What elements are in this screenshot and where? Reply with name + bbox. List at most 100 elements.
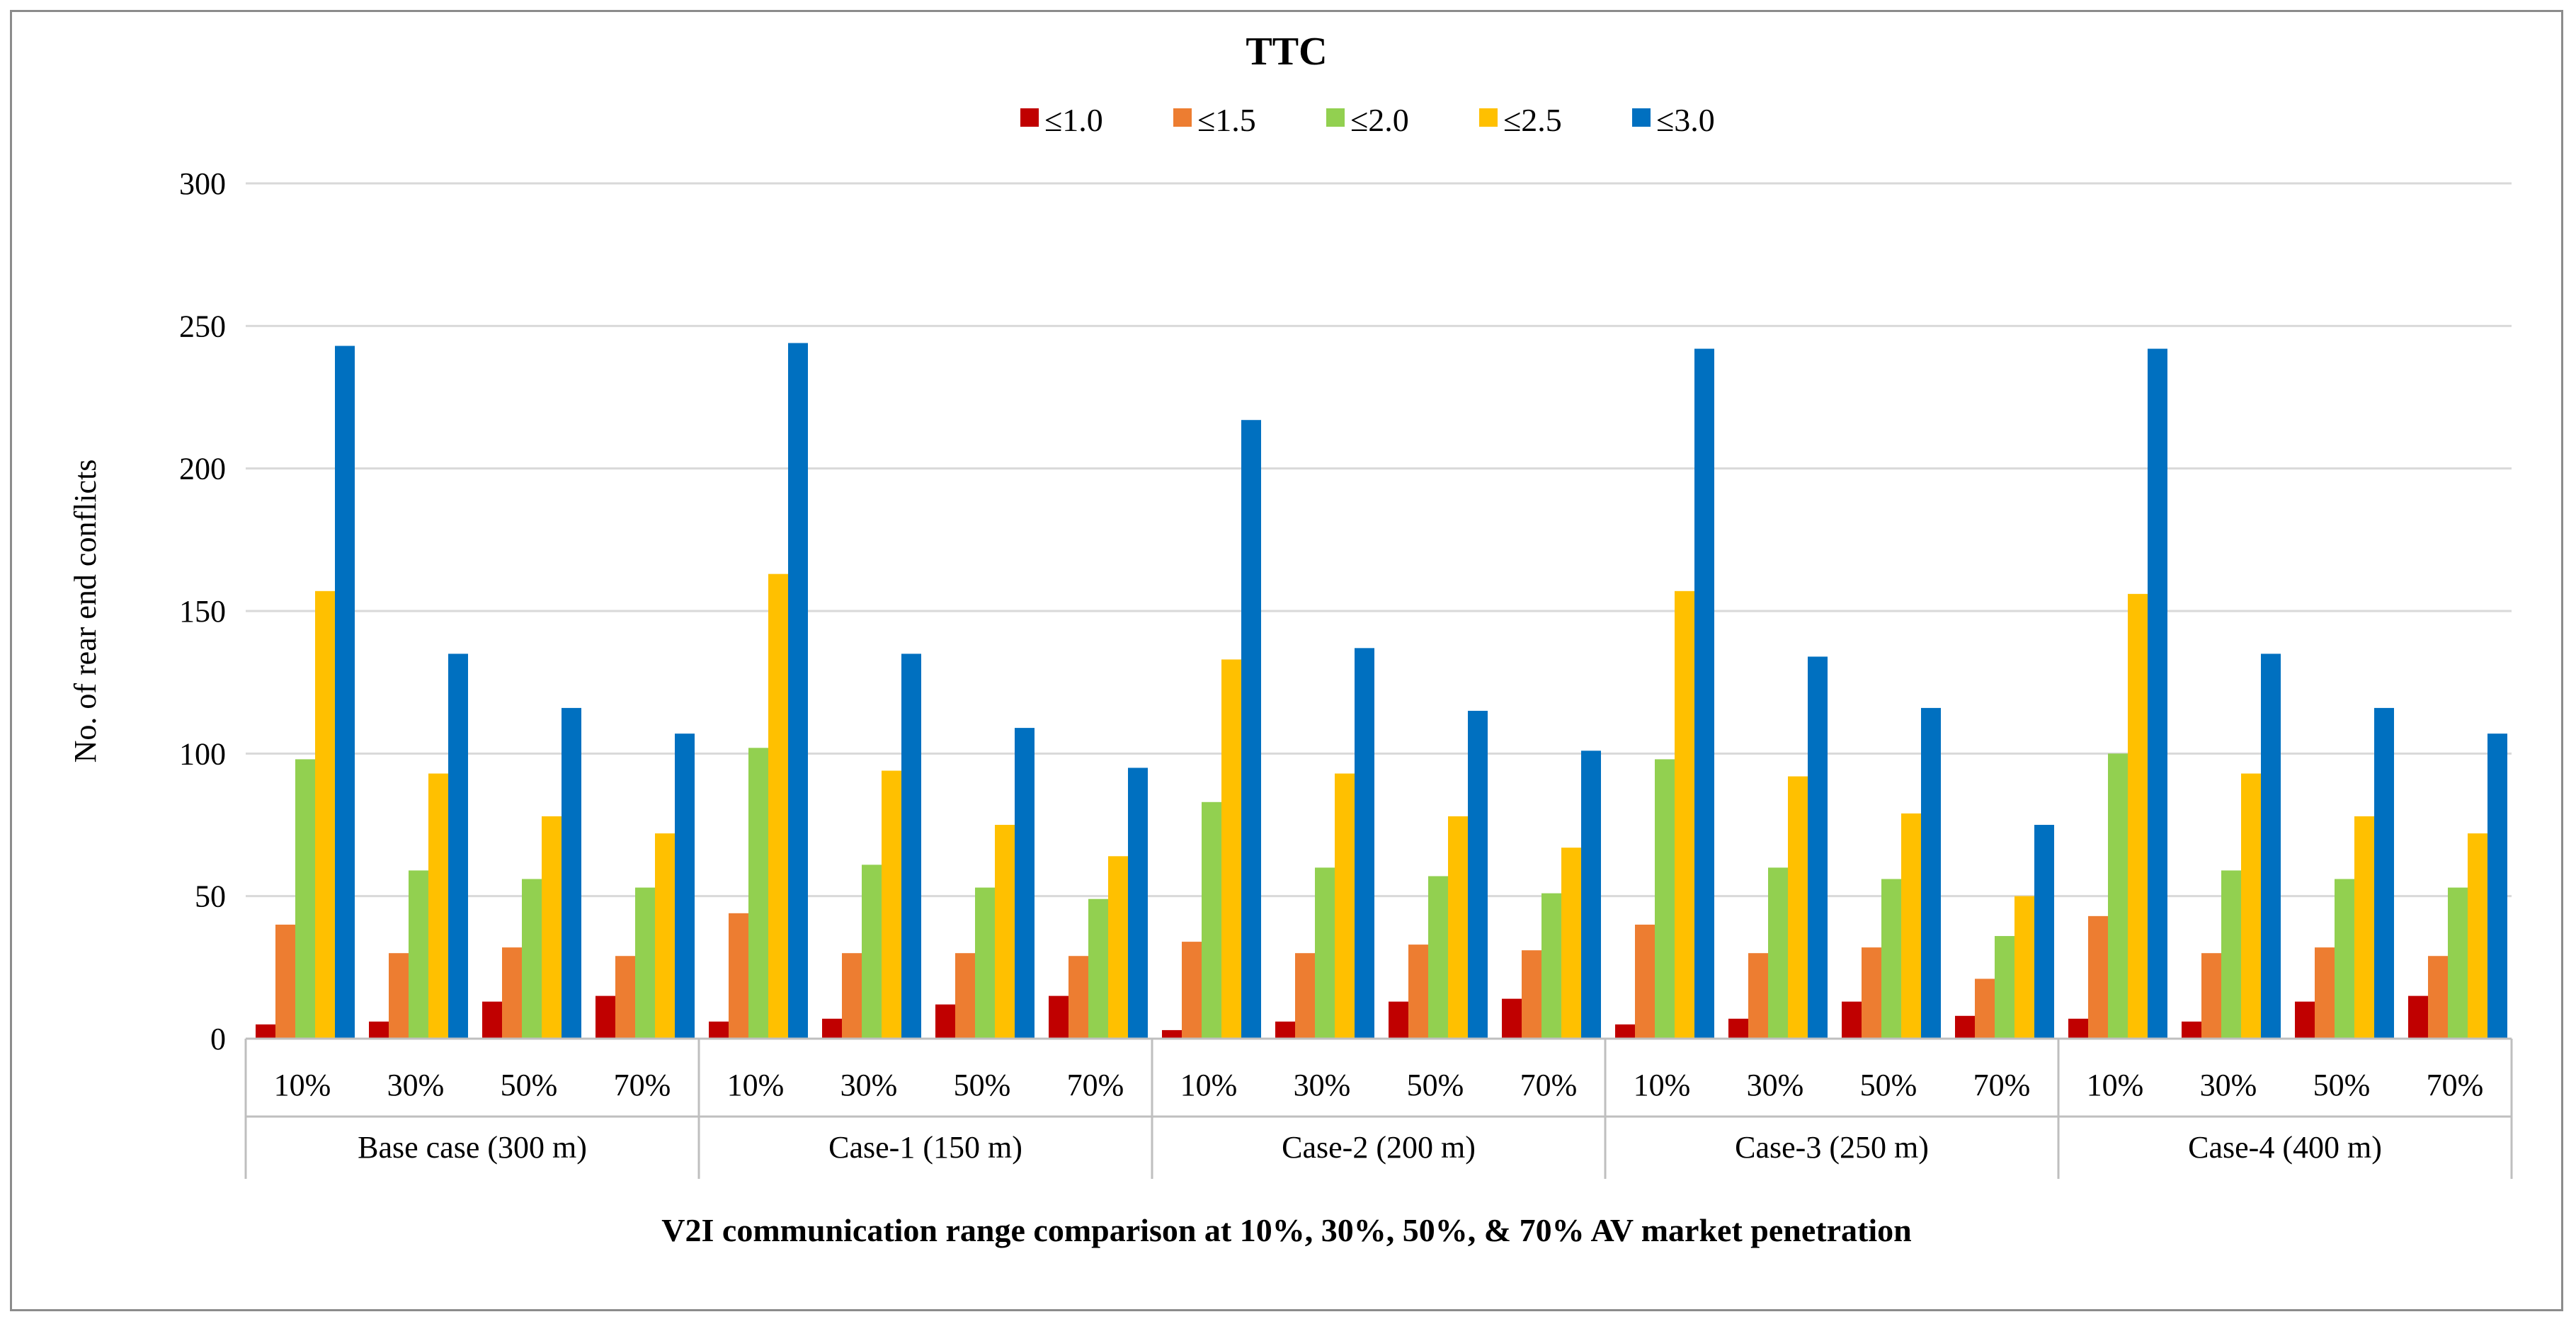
legend-swatch (1326, 108, 1345, 127)
bar (2128, 593, 2148, 1039)
x-tick-label: 50% (501, 1068, 558, 1102)
bar (2428, 956, 2448, 1039)
x-tick-label: 50% (1407, 1068, 1464, 1102)
bar (409, 870, 428, 1039)
bar (1748, 953, 1768, 1039)
x-tick-label: 70% (2427, 1068, 2484, 1102)
bar (995, 825, 1015, 1039)
bar (2034, 825, 2054, 1039)
bar (335, 346, 355, 1039)
bar (2448, 887, 2468, 1039)
bar (788, 343, 808, 1039)
legend-label: ≤1.5 (1197, 102, 1256, 138)
bar (1315, 867, 1335, 1039)
bar (1502, 998, 1522, 1039)
bar (1842, 1001, 1862, 1039)
bar (389, 953, 409, 1039)
legend-swatch (1173, 108, 1192, 127)
bar (1428, 876, 1448, 1039)
bar (1675, 590, 1694, 1039)
bar (1581, 751, 1601, 1039)
x-tick-label: 30% (1747, 1068, 1804, 1102)
bar (1468, 710, 1488, 1039)
bar (635, 887, 655, 1039)
bar (1694, 348, 1714, 1039)
y-axis-title: No. of rear end conflicts (68, 460, 103, 763)
bar (1108, 856, 1128, 1039)
y-tick-label: 100 (179, 736, 226, 771)
bar (1128, 767, 1148, 1039)
x-group-label: Case-4 (400 m) (2188, 1130, 2382, 1165)
bar (1202, 801, 1221, 1039)
legend-label: ≤1.0 (1044, 102, 1103, 138)
legend: ≤1.0 ≤1.5 ≤2.0 ≤2.5 ≤3.0 (1020, 102, 1715, 138)
bar (1881, 879, 1901, 1039)
x-tick-label: 10% (2087, 1068, 2144, 1102)
x-axis-title: V2I communication range comparison at 10… (661, 1212, 1911, 1248)
bar (1389, 1001, 1408, 1039)
bar (1955, 1015, 1975, 1039)
bar (862, 864, 882, 1039)
bar (2108, 753, 2128, 1039)
x-tick-label: 50% (1860, 1068, 1917, 1102)
x-tick-label: 10% (1180, 1068, 1238, 1102)
bar (935, 1004, 955, 1039)
bar (655, 833, 675, 1039)
legend-label: ≤2.0 (1350, 102, 1409, 138)
bar (1408, 945, 1428, 1039)
bar (2261, 654, 2281, 1039)
bar (709, 1021, 729, 1039)
bar (675, 734, 695, 1039)
bar (1049, 995, 1068, 1039)
bar (1655, 759, 1675, 1039)
bar (1541, 893, 1561, 1039)
x-tick-label: 30% (840, 1068, 898, 1102)
bar (1068, 956, 1088, 1039)
gridlines (246, 182, 2512, 1040)
bar (369, 1021, 389, 1039)
bar (1275, 1021, 1295, 1039)
bar (2315, 947, 2335, 1039)
bar (2221, 870, 2241, 1039)
bar (2408, 995, 2428, 1039)
bar (1862, 947, 1881, 1039)
bar (502, 947, 522, 1039)
bars (256, 343, 2507, 1039)
bar (1561, 848, 1581, 1039)
bar (2374, 707, 2394, 1039)
x-tick-label: 50% (954, 1068, 1011, 1102)
chart-frame: TTC ≤1.0 ≤1.5 ≤2.0 ≤2.5 ≤3.0 0 50 100 150 200 250… (10, 10, 2563, 1311)
y-axis-ticks: 0 50 100 150 200 250 300 (179, 166, 226, 1056)
y-tick-label: 250 (179, 309, 226, 343)
chart-svg: TTC ≤1.0 ≤1.5 ≤2.0 ≤2.5 ≤3.0 0 50 100 150 200 250… (68, 30, 2513, 1248)
bar (1221, 659, 1241, 1039)
bar (2068, 1018, 2088, 1039)
bar (2335, 879, 2354, 1039)
x-tick-label: 70% (1067, 1068, 1124, 1102)
x-tick-label: 50% (2313, 1068, 2371, 1102)
y-tick-label: 150 (179, 594, 226, 629)
bar (315, 590, 335, 1039)
bar (1241, 420, 1261, 1039)
bar (1768, 867, 1788, 1039)
x-axis: 10% 30% 50% 70% Base case (300 m) 10% 30% 50% 70… (244, 1037, 2513, 1179)
bar (562, 707, 581, 1039)
bar (482, 1001, 502, 1039)
bar (1448, 816, 1468, 1039)
x-group-label: Case-2 (200 m) (1282, 1130, 1476, 1165)
bar (1295, 953, 1315, 1039)
bar (256, 1024, 275, 1039)
bar (955, 953, 975, 1039)
bar (1615, 1024, 1635, 1039)
x-tick-label: 30% (387, 1068, 445, 1102)
x-tick-label: 10% (1634, 1068, 1691, 1102)
bar (1635, 924, 1655, 1039)
bar (1788, 776, 1808, 1039)
x-tick-label: 10% (727, 1068, 785, 1102)
y-tick-label: 300 (179, 166, 226, 201)
bar (822, 1018, 842, 1039)
bar (2182, 1021, 2201, 1039)
bar (1162, 1029, 1182, 1039)
x-tick-label: 30% (1294, 1068, 1351, 1102)
x-tick-label: 70% (614, 1068, 671, 1102)
